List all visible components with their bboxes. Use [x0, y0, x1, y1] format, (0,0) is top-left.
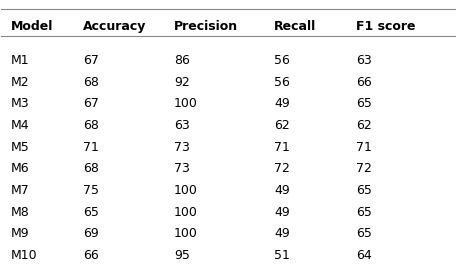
Text: M7: M7 [11, 184, 29, 197]
Text: 68: 68 [83, 119, 99, 132]
Text: 62: 62 [356, 119, 372, 132]
Text: M4: M4 [11, 119, 29, 132]
Text: 100: 100 [174, 206, 198, 219]
Text: 71: 71 [356, 141, 372, 154]
Text: 72: 72 [274, 162, 290, 175]
Text: M1: M1 [11, 54, 29, 67]
Text: 86: 86 [174, 54, 190, 67]
Text: M10: M10 [11, 249, 37, 262]
Text: Accuracy: Accuracy [83, 20, 147, 33]
Text: 95: 95 [174, 249, 190, 262]
Text: 66: 66 [83, 249, 99, 262]
Text: M9: M9 [11, 227, 29, 240]
Text: 73: 73 [174, 141, 190, 154]
Text: 65: 65 [83, 206, 99, 219]
Text: 64: 64 [356, 249, 372, 262]
Text: 51: 51 [274, 249, 290, 262]
Text: 72: 72 [356, 162, 372, 175]
Text: 75: 75 [83, 184, 99, 197]
Text: 49: 49 [274, 206, 290, 219]
Text: 63: 63 [356, 54, 372, 67]
Text: F1 score: F1 score [356, 20, 415, 33]
Text: 49: 49 [274, 184, 290, 197]
Text: 69: 69 [83, 227, 99, 240]
Text: 63: 63 [174, 119, 190, 132]
Text: Model: Model [11, 20, 53, 33]
Text: 65: 65 [356, 227, 372, 240]
Text: M6: M6 [11, 162, 29, 175]
Text: 71: 71 [83, 141, 99, 154]
Text: 68: 68 [83, 162, 99, 175]
Text: M3: M3 [11, 97, 29, 111]
Text: 65: 65 [356, 97, 372, 111]
Text: Precision: Precision [174, 20, 238, 33]
Text: 56: 56 [274, 54, 290, 67]
Text: 66: 66 [356, 76, 372, 89]
Text: 92: 92 [174, 76, 190, 89]
Text: 65: 65 [356, 184, 372, 197]
Text: 67: 67 [83, 54, 99, 67]
Text: 100: 100 [174, 227, 198, 240]
Text: 68: 68 [83, 76, 99, 89]
Text: M5: M5 [11, 141, 29, 154]
Text: 67: 67 [83, 97, 99, 111]
Text: Recall: Recall [274, 20, 316, 33]
Text: 71: 71 [274, 141, 290, 154]
Text: M2: M2 [11, 76, 29, 89]
Text: 49: 49 [274, 97, 290, 111]
Text: 49: 49 [274, 227, 290, 240]
Text: 65: 65 [356, 206, 372, 219]
Text: M8: M8 [11, 206, 29, 219]
Text: 56: 56 [274, 76, 290, 89]
Text: 62: 62 [274, 119, 290, 132]
Text: 100: 100 [174, 97, 198, 111]
Text: 73: 73 [174, 162, 190, 175]
Text: 100: 100 [174, 184, 198, 197]
